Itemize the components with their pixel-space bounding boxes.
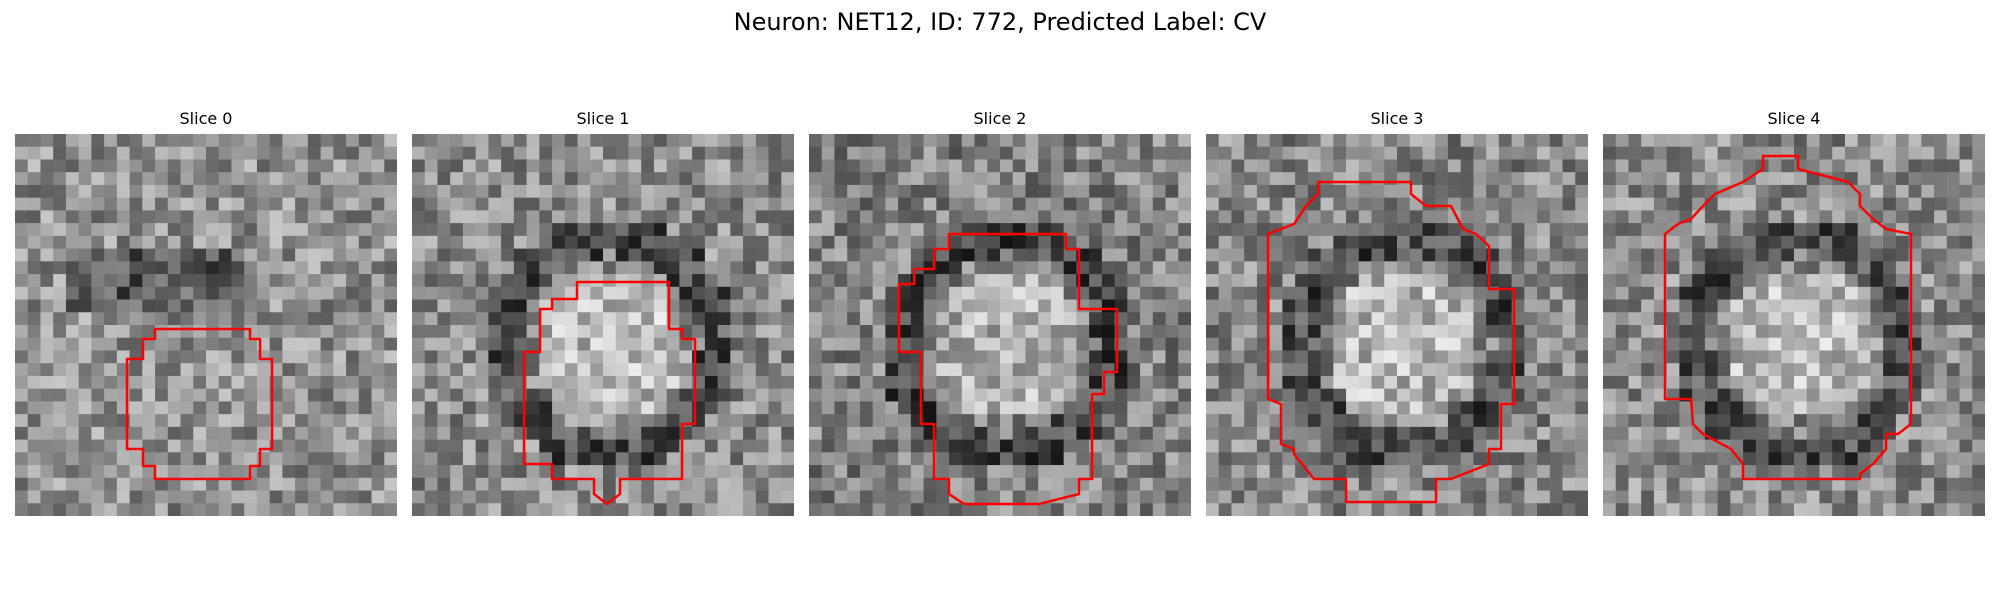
slice-image	[809, 134, 1191, 516]
slice-image	[1603, 134, 1985, 516]
slice-panel-0: Slice 0	[15, 109, 397, 516]
slice-image	[15, 134, 397, 516]
slice-image	[1206, 134, 1588, 516]
slice-title: Slice 3	[1206, 109, 1588, 131]
slice-panel-1: Slice 1	[412, 109, 794, 516]
slice-title: Slice 2	[809, 109, 1191, 131]
slice-panel-4: Slice 4	[1603, 109, 1985, 516]
slice-image	[412, 134, 794, 516]
slice-title: Slice 4	[1603, 109, 1985, 131]
slice-title: Slice 0	[15, 109, 397, 131]
figure-title: Neuron: NET12, ID: 772, Predicted Label:…	[0, 7, 2000, 37]
slice-panel-3: Slice 3	[1206, 109, 1588, 516]
slice-title: Slice 1	[412, 109, 794, 131]
slice-panel-2: Slice 2	[809, 109, 1191, 516]
